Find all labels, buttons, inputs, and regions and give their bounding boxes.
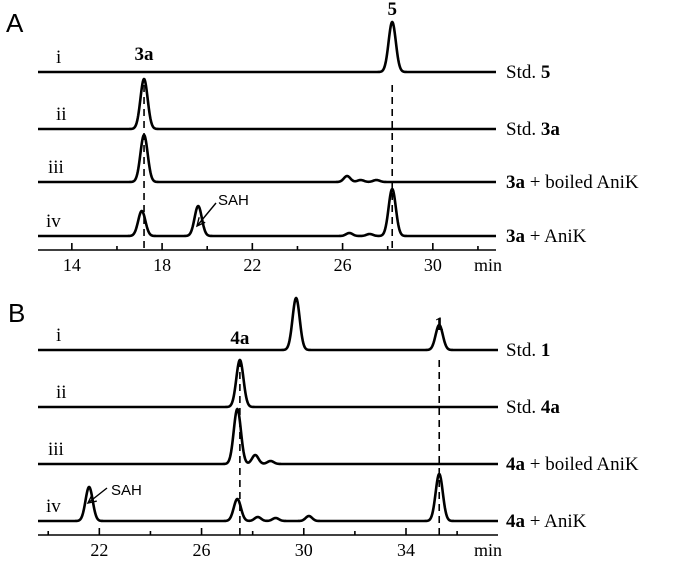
peak-label: 5 <box>387 0 397 20</box>
x-tick-label: 22 <box>243 255 261 275</box>
trace-roman-numeral: i <box>56 325 61 346</box>
x-tick-label: 26 <box>193 540 211 560</box>
x-tick-label: 30 <box>295 540 313 560</box>
trace-sample-label: 3a + AniK <box>506 226 587 247</box>
x-tick-label: 22 <box>90 540 108 560</box>
panel-letter-b: B <box>8 298 25 328</box>
sah-annotation-label: SAH <box>111 482 142 499</box>
x-tick-label: 30 <box>424 255 442 275</box>
trace-sample-label: Std. 4a <box>506 397 560 418</box>
x-tick-label: 14 <box>63 255 81 275</box>
chart-panel-a: i Std. 5 ii Std. 3a iii 3a + boiled AniK iv 3a … <box>37 0 639 275</box>
chromatogram-trace-iv <box>37 187 497 238</box>
chromatogram-trace-i <box>37 20 497 74</box>
chromatogram-trace-iv <box>37 472 499 523</box>
chromatogram-trace-ii <box>37 358 499 409</box>
sah-arrow-icon <box>195 217 206 228</box>
sah-arrow-shaft <box>87 487 108 504</box>
trace-roman-numeral: iv <box>46 211 61 232</box>
trace-sample-label: 4a + boiled AniK <box>506 454 639 475</box>
peak-label: 3a <box>135 44 155 65</box>
chart-panel-b: i Std. 1 ii Std. 4a iii 4a + boiled AniK iv 4a … <box>37 296 639 560</box>
trace-roman-numeral: ii <box>56 104 67 125</box>
x-tick-label: 34 <box>397 540 415 560</box>
trace-sample-label: Std. 5 <box>506 62 550 83</box>
x-tick-label: 18 <box>153 255 171 275</box>
trace-roman-numeral: iii <box>48 439 64 460</box>
chromatogram-trace-iii <box>37 407 499 466</box>
x-axis-unit-label: min <box>474 255 502 275</box>
panel-letter-a: A <box>6 8 24 38</box>
x-tick-label: 26 <box>334 255 352 275</box>
peak-label: 1 <box>434 314 444 335</box>
trace-sample-label: 4a + AniK <box>506 511 587 532</box>
chromatogram-trace-i <box>37 296 499 352</box>
trace-roman-numeral: iv <box>46 496 61 517</box>
sah-arrow-icon <box>86 494 97 504</box>
x-axis-unit-label: min <box>474 540 502 560</box>
trace-sample-label: Std. 3a <box>506 119 560 140</box>
trace-sample-label: Std. 1 <box>506 340 550 361</box>
trace-roman-numeral: ii <box>56 382 67 403</box>
chromatogram-trace-ii <box>37 77 497 131</box>
sah-annotation-label: SAH <box>218 192 249 209</box>
chromatogram-trace-iii <box>37 133 497 184</box>
sah-arrow-shaft <box>196 202 217 227</box>
trace-roman-numeral: i <box>56 47 61 68</box>
trace-sample-label: 3a + boiled AniK <box>506 172 639 193</box>
peak-label: 4a <box>230 328 250 349</box>
trace-roman-numeral: iii <box>48 157 64 178</box>
